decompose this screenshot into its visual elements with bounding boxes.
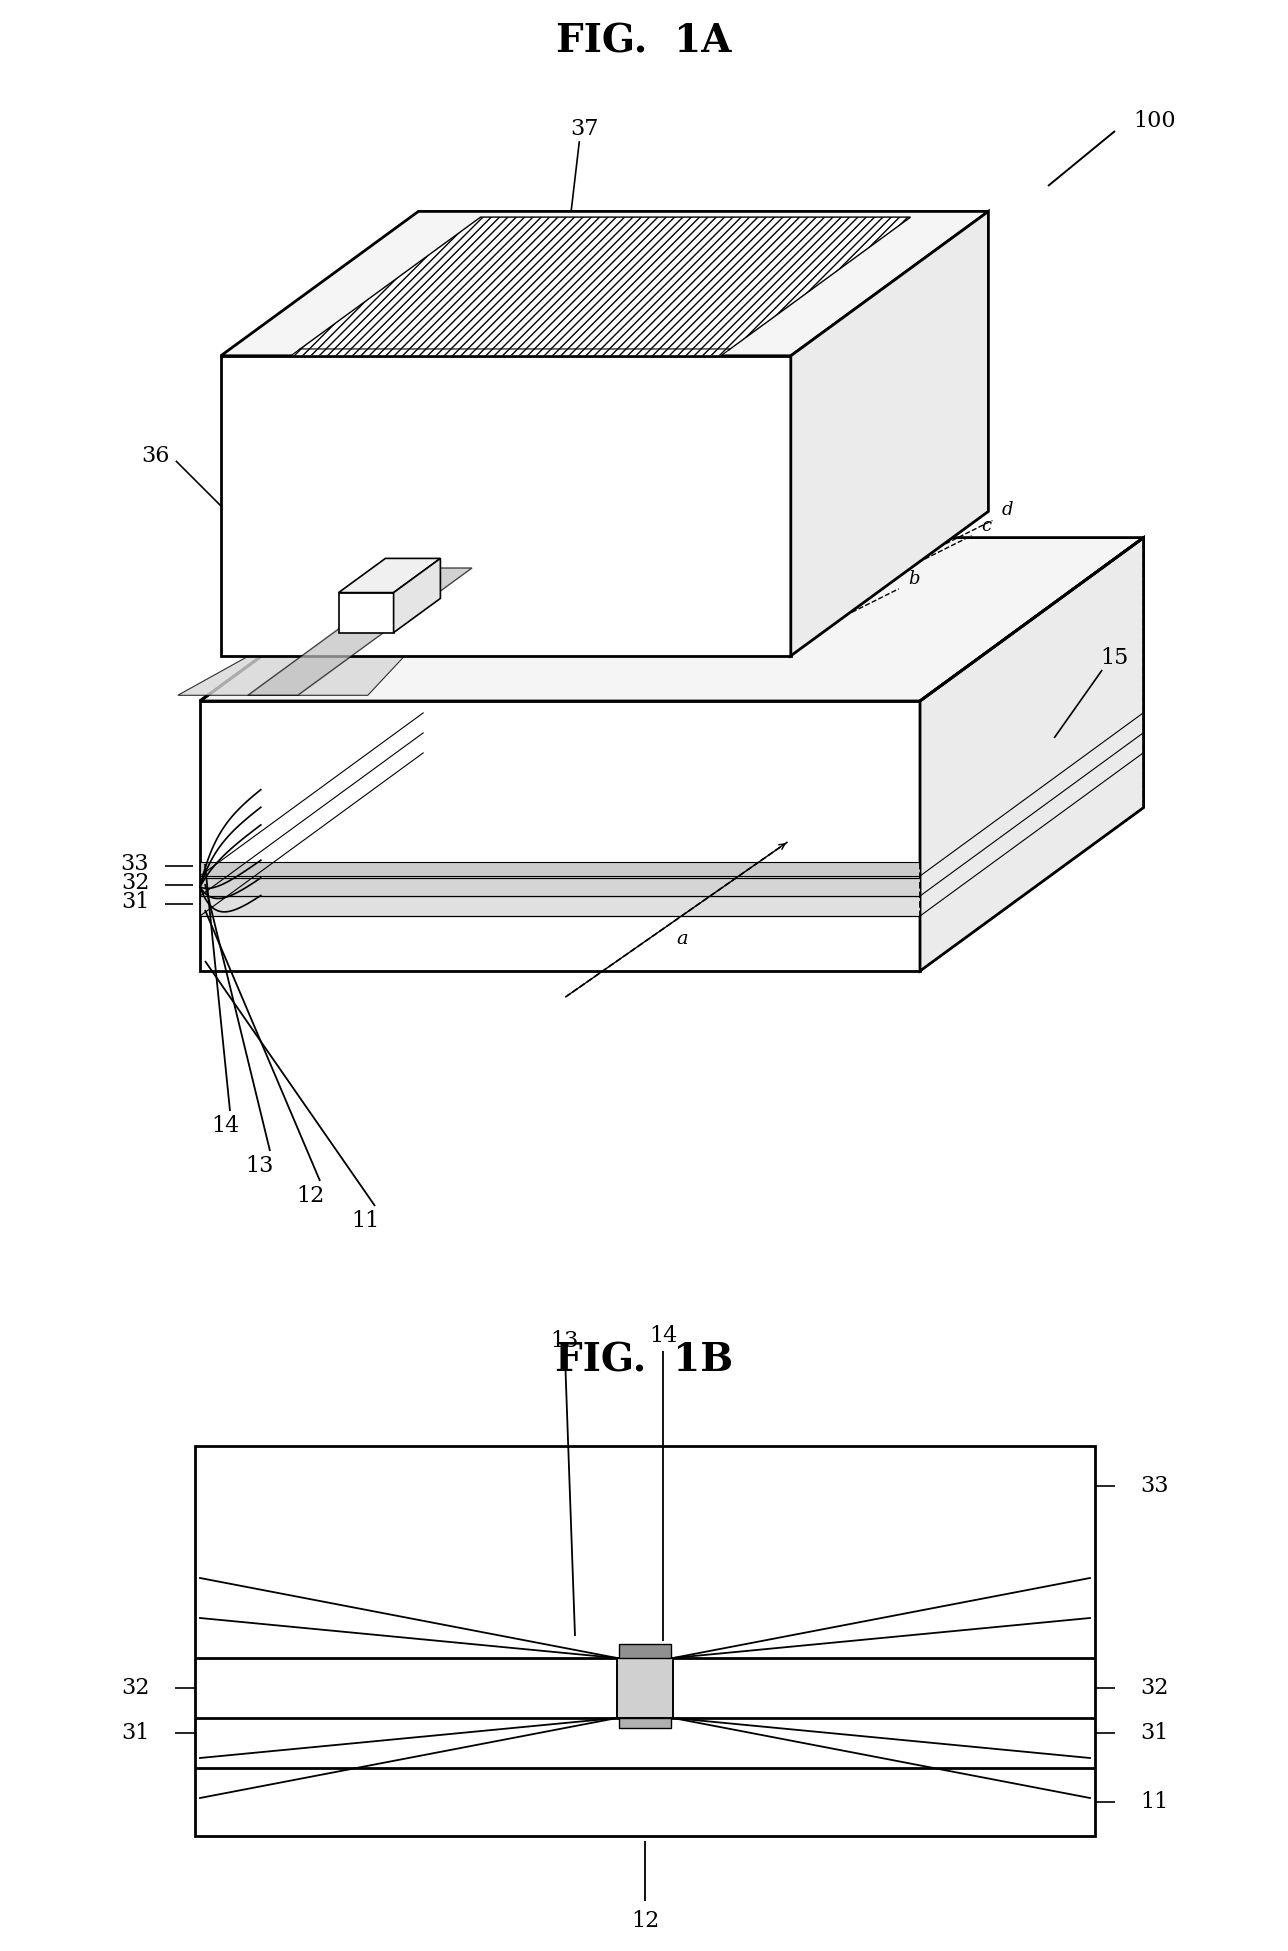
Polygon shape bbox=[394, 558, 440, 632]
Text: 38: 38 bbox=[886, 312, 914, 334]
Text: 33: 33 bbox=[1140, 1475, 1168, 1496]
Text: 32: 32 bbox=[121, 1678, 149, 1699]
Text: 31: 31 bbox=[121, 892, 149, 913]
Text: 32: 32 bbox=[1140, 1678, 1168, 1699]
Text: c: c bbox=[981, 517, 992, 535]
Polygon shape bbox=[339, 558, 440, 593]
Text: 15: 15 bbox=[1100, 648, 1128, 669]
Text: 37: 37 bbox=[571, 119, 599, 140]
Polygon shape bbox=[339, 593, 394, 632]
Text: 12: 12 bbox=[631, 1910, 659, 1931]
Text: b: b bbox=[908, 570, 920, 587]
Polygon shape bbox=[200, 896, 920, 917]
Text: 33: 33 bbox=[121, 853, 149, 876]
Text: 36: 36 bbox=[142, 445, 170, 466]
Text: 34: 34 bbox=[256, 416, 285, 437]
Text: FIG.  1B: FIG. 1B bbox=[555, 1342, 733, 1379]
Text: 11: 11 bbox=[350, 1210, 379, 1231]
Text: d: d bbox=[1002, 501, 1014, 519]
Polygon shape bbox=[200, 862, 920, 878]
Text: 32: 32 bbox=[121, 872, 149, 894]
Polygon shape bbox=[194, 1446, 1095, 1836]
Text: 12: 12 bbox=[296, 1184, 325, 1208]
Polygon shape bbox=[178, 556, 497, 695]
Text: 31: 31 bbox=[121, 1723, 149, 1744]
Text: 14: 14 bbox=[649, 1325, 677, 1346]
Polygon shape bbox=[299, 217, 911, 349]
Polygon shape bbox=[200, 538, 1144, 700]
Text: 13: 13 bbox=[246, 1155, 274, 1176]
Text: FIG.  1A: FIG. 1A bbox=[556, 21, 732, 60]
Polygon shape bbox=[220, 211, 988, 355]
Polygon shape bbox=[617, 1658, 674, 1719]
Text: 13: 13 bbox=[551, 1331, 580, 1352]
Text: 31: 31 bbox=[1140, 1723, 1168, 1744]
Polygon shape bbox=[200, 878, 920, 896]
Polygon shape bbox=[200, 700, 920, 972]
Polygon shape bbox=[220, 355, 791, 656]
Text: 35: 35 bbox=[537, 217, 565, 238]
Polygon shape bbox=[620, 1719, 671, 1729]
Text: 14: 14 bbox=[211, 1116, 240, 1137]
Polygon shape bbox=[247, 568, 471, 695]
Text: a: a bbox=[676, 931, 688, 948]
Text: 100: 100 bbox=[1133, 109, 1176, 133]
Polygon shape bbox=[291, 349, 730, 355]
Text: 11: 11 bbox=[1140, 1791, 1168, 1812]
Polygon shape bbox=[791, 211, 988, 656]
Polygon shape bbox=[920, 538, 1144, 972]
Polygon shape bbox=[620, 1645, 671, 1658]
